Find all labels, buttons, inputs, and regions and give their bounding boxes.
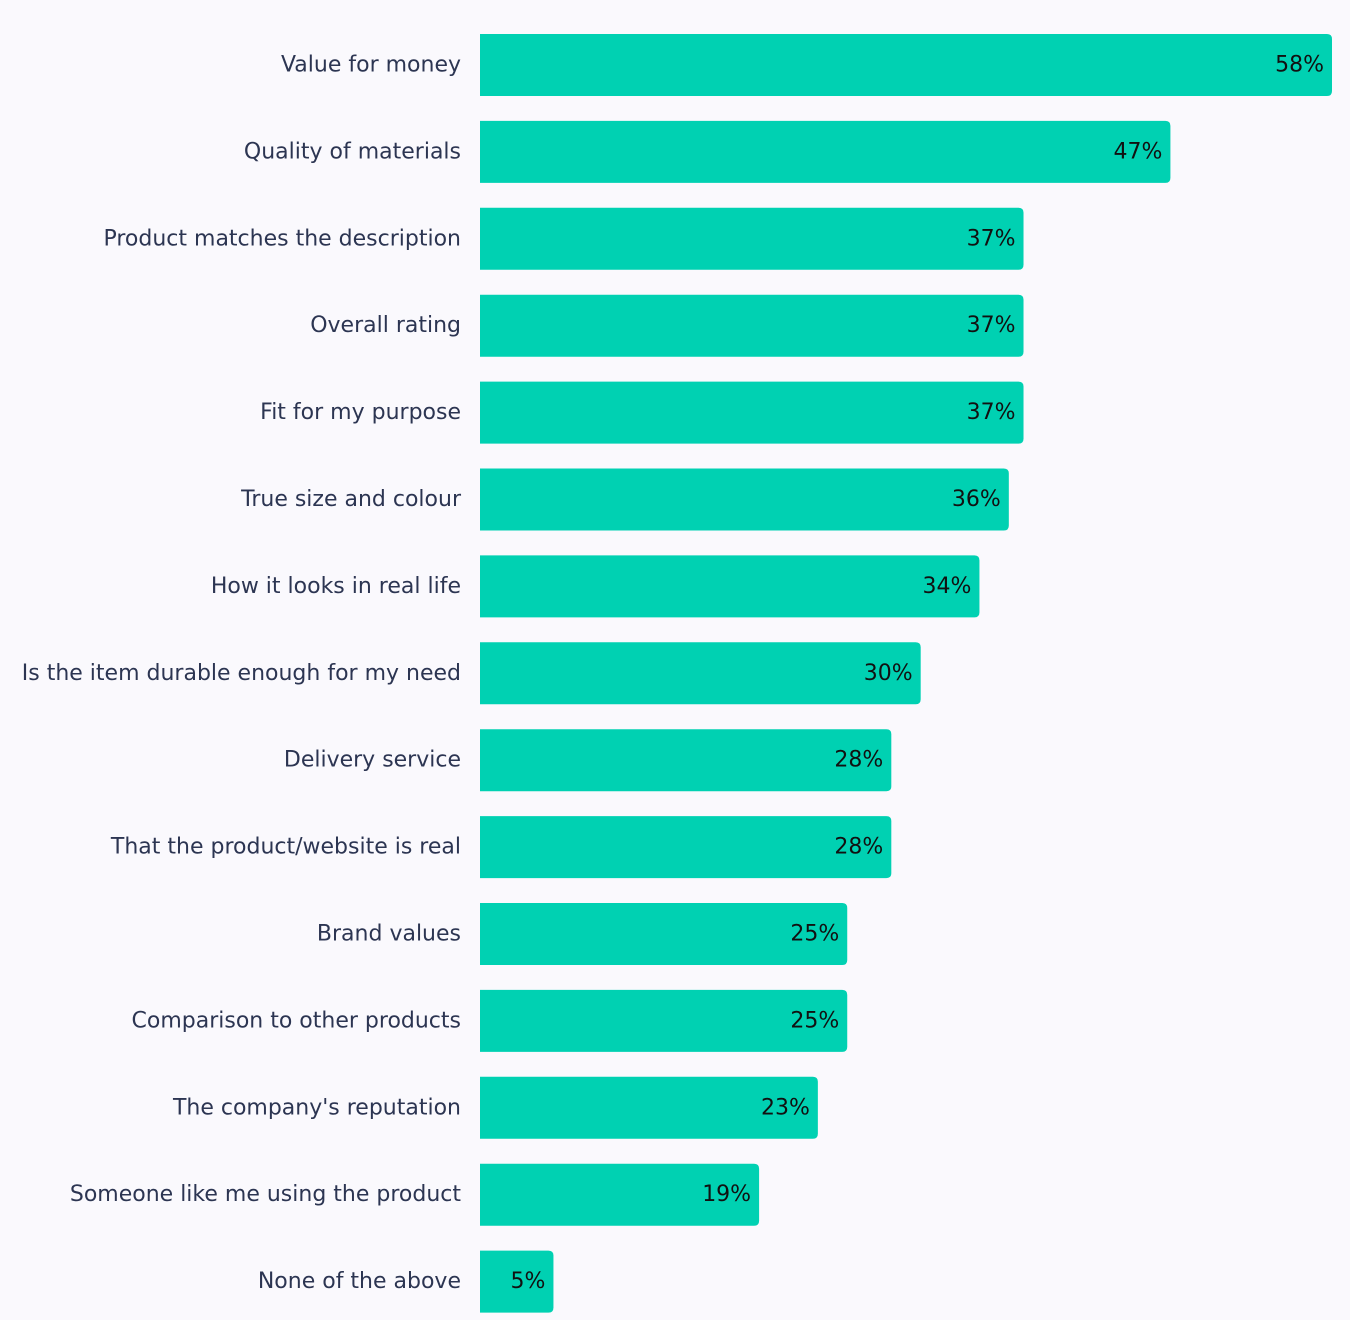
bar	[480, 729, 892, 792]
bar	[480, 642, 921, 705]
bar	[480, 1076, 818, 1139]
bar	[480, 989, 848, 1052]
value-label: 28%	[834, 835, 883, 860]
bar	[480, 294, 1024, 357]
bar	[480, 120, 1171, 183]
value-label: 37%	[967, 313, 1016, 338]
category-label: None of the above	[258, 1269, 461, 1294]
value-label: 25%	[790, 922, 839, 947]
category-label: Delivery service	[284, 748, 461, 773]
category-label: The company's reputation	[172, 1095, 461, 1120]
value-label: 19%	[702, 1182, 751, 1207]
value-label: 37%	[967, 400, 1016, 425]
value-label: 58%	[1275, 53, 1324, 78]
category-label: How it looks in real life	[211, 574, 461, 599]
bar	[480, 468, 1009, 531]
category-label: Product matches the description	[103, 226, 461, 251]
category-labels: Value for money Quality of materials Produ…	[22, 53, 462, 1295]
category-label: That the product/website is real	[110, 835, 461, 860]
category-label: Overall rating	[310, 313, 461, 338]
value-label: 30%	[864, 661, 913, 686]
bar	[480, 1250, 554, 1313]
bar	[480, 816, 892, 879]
category-label: Fit for my purpose	[260, 400, 461, 425]
category-label: Quality of materials	[244, 139, 461, 164]
bar	[480, 34, 1332, 96]
category-label: True size and colour	[240, 487, 462, 512]
value-label: 28%	[834, 748, 883, 773]
value-label: 34%	[923, 574, 972, 599]
bar	[480, 1163, 760, 1226]
value-label: 37%	[967, 226, 1016, 251]
category-label: Brand values	[317, 922, 461, 947]
category-label: Comparison to other products	[132, 1008, 461, 1033]
category-label: Value for money	[281, 53, 461, 78]
value-label: 36%	[952, 487, 1001, 512]
value-label: 23%	[761, 1095, 810, 1120]
bars	[480, 34, 1332, 1313]
value-label: 47%	[1114, 139, 1163, 164]
value-labels: 58% 47% 37% 37% 37% 36% 34% 30% 28% 28% 25% 25% 23% 1…	[511, 53, 1324, 1295]
category-label: Someone like me using the product	[70, 1182, 461, 1207]
bar	[480, 381, 1024, 444]
value-label: 5%	[511, 1269, 546, 1294]
bar	[480, 903, 848, 965]
bar	[480, 555, 980, 618]
value-label: 25%	[790, 1008, 839, 1033]
bar	[480, 207, 1024, 270]
category-label: Is the item durable enough for my need	[22, 661, 461, 686]
